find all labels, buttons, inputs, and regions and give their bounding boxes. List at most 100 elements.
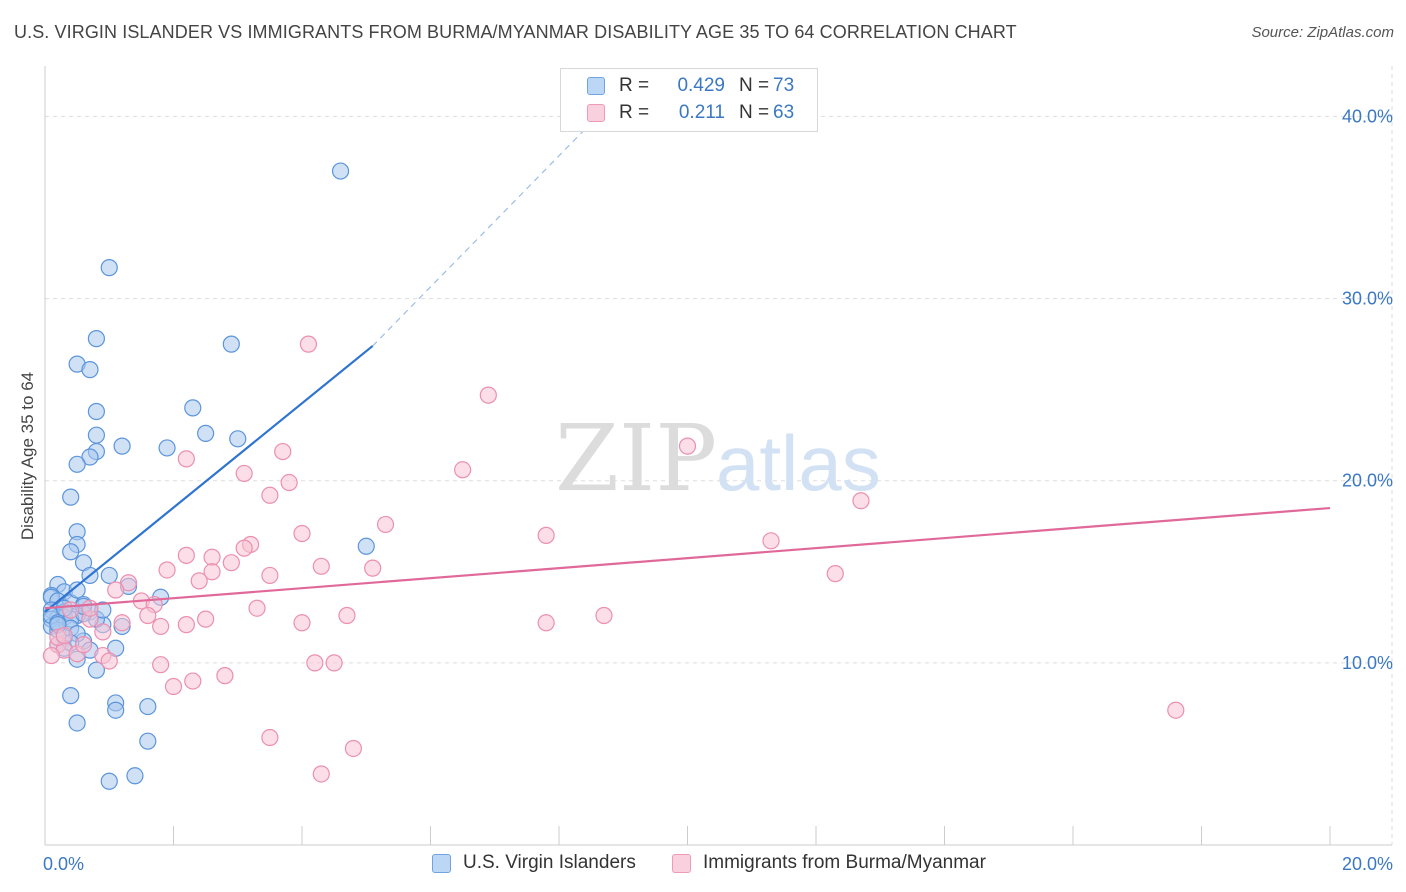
- data-point-burma: [190, 572, 208, 590]
- legend-n-value: 63: [773, 102, 795, 123]
- legend-r-value: 0.429: [677, 75, 725, 96]
- source-label: Source: ZipAtlas.com: [1251, 24, 1394, 41]
- data-point-virgin-islanders: [62, 543, 80, 561]
- chart-title: U.S. VIRGIN ISLANDER VS IMMIGRANTS FROM …: [14, 22, 1017, 42]
- legend-swatch-pink: [587, 104, 605, 122]
- y-tick-label: 20.0%: [1342, 471, 1393, 491]
- data-point-virgin-islanders: [107, 701, 125, 719]
- data-point-virgin-islanders: [87, 330, 106, 348]
- data-point-burma: [261, 486, 279, 504]
- y-tick-label: 10.0%: [1342, 653, 1393, 673]
- data-point-burma: [595, 606, 613, 625]
- data-point-burma: [479, 386, 497, 404]
- data-point-virgin-islanders: [62, 687, 80, 705]
- series-swatch-pink: [672, 853, 691, 873]
- data-point-virgin-islanders: [331, 162, 350, 180]
- data-point-burma: [164, 677, 183, 696]
- data-point-burma: [216, 667, 234, 685]
- data-point-burma: [222, 554, 240, 572]
- data-point-virgin-islanders: [81, 448, 99, 466]
- data-point-burma: [299, 335, 318, 353]
- data-point-virgin-islanders: [87, 661, 106, 679]
- data-point-burma: [119, 574, 138, 592]
- data-point-virgin-islanders: [68, 455, 86, 473]
- data-point-burma: [454, 461, 472, 479]
- data-points: [42, 162, 1185, 790]
- data-point-burma: [312, 765, 330, 783]
- data-point-burma: [55, 626, 73, 645]
- trend-line-virgin-islanders: [44, 345, 374, 613]
- data-point-burma: [235, 464, 253, 483]
- data-point-burma: [248, 599, 266, 617]
- watermark-atlas: atlas: [716, 419, 881, 507]
- data-point-virgin-islanders: [139, 697, 157, 716]
- watermark: ZIP atlas: [555, 405, 881, 512]
- data-point-burma: [1167, 701, 1185, 719]
- x-tick-label: 0.0%: [43, 854, 84, 874]
- legend-row-pink: R = 0.211 N = 63: [587, 100, 794, 126]
- y-axis-label: Disability Age 35 to 64: [18, 372, 37, 540]
- series-legend: U.S. Virgin Islanders Immigrants from Bu…: [0, 852, 1406, 878]
- data-point-burma: [312, 557, 330, 575]
- data-point-burma: [325, 654, 343, 672]
- data-point-burma: [293, 614, 311, 632]
- data-point-burma: [177, 450, 195, 468]
- y-tick-label: 30.0%: [1342, 289, 1393, 309]
- tick-labels: 10.0% 20.0% 30.0% 40.0% 0.0% 20.0%: [43, 106, 1393, 874]
- data-point-burma: [364, 559, 382, 577]
- data-point-burma: [107, 581, 125, 599]
- trend-lines: [44, 116, 1331, 613]
- data-point-burma: [203, 548, 221, 566]
- data-point-burma: [826, 565, 844, 583]
- data-point-virgin-islanders: [87, 402, 106, 421]
- data-point-burma: [62, 601, 80, 619]
- grid-lines: [45, 66, 1393, 845]
- trend-line-burma: [44, 506, 1331, 610]
- legend: R = 0.429 N = 73 R = 0.211 N = 63: [560, 68, 818, 132]
- data-point-burma: [762, 532, 780, 550]
- data-point-virgin-islanders: [68, 581, 86, 599]
- legend-n-value: 73: [773, 75, 795, 96]
- data-point-virgin-islanders: [222, 335, 240, 353]
- data-point-burma: [261, 728, 279, 747]
- x-tick-label: 20.0%: [1342, 854, 1393, 874]
- data-point-burma: [280, 473, 298, 492]
- series-swatch-blue: [432, 853, 451, 873]
- data-point-burma: [376, 515, 395, 534]
- data-point-virgin-islanders: [100, 772, 118, 790]
- data-point-burma: [152, 656, 170, 674]
- data-point-burma: [293, 524, 311, 543]
- data-point-burma: [261, 566, 279, 585]
- legend-n-label: N =: [739, 102, 770, 123]
- data-point-burma: [197, 610, 215, 628]
- y-tick-label: 40.0%: [1342, 106, 1393, 126]
- data-point-virgin-islanders: [229, 430, 247, 448]
- data-point-burma: [274, 442, 292, 461]
- legend-row-blue: R = 0.429 N = 73: [587, 73, 794, 99]
- data-point-virgin-islanders: [197, 424, 215, 442]
- legend-r-label: R =: [619, 75, 650, 96]
- legend-n-label: N =: [739, 75, 770, 96]
- data-point-burma: [158, 561, 176, 579]
- series-legend-item-burma[interactable]: Immigrants from Burma/Myanmar: [672, 852, 986, 874]
- data-point-burma: [184, 672, 202, 690]
- series-legend-item-virgin-islanders[interactable]: U.S. Virgin Islanders: [432, 852, 636, 874]
- data-point-burma: [42, 646, 61, 665]
- data-point-virgin-islanders: [100, 259, 118, 277]
- data-point-virgin-islanders: [62, 488, 80, 506]
- data-point-virgin-islanders: [113, 437, 131, 455]
- data-point-burma: [177, 616, 195, 634]
- data-point-burma: [81, 599, 99, 617]
- data-point-burma: [203, 563, 221, 581]
- axes: [44, 66, 1392, 846]
- data-point-burma: [139, 606, 157, 625]
- data-point-burma: [306, 654, 324, 672]
- data-point-virgin-islanders: [87, 426, 106, 444]
- data-point-virgin-islanders: [139, 732, 157, 750]
- data-point-virgin-islanders: [357, 537, 375, 555]
- data-point-burma: [113, 614, 131, 632]
- legend-r-label: R =: [619, 102, 650, 123]
- data-point-virgin-islanders: [68, 714, 86, 732]
- data-point-burma: [537, 614, 555, 632]
